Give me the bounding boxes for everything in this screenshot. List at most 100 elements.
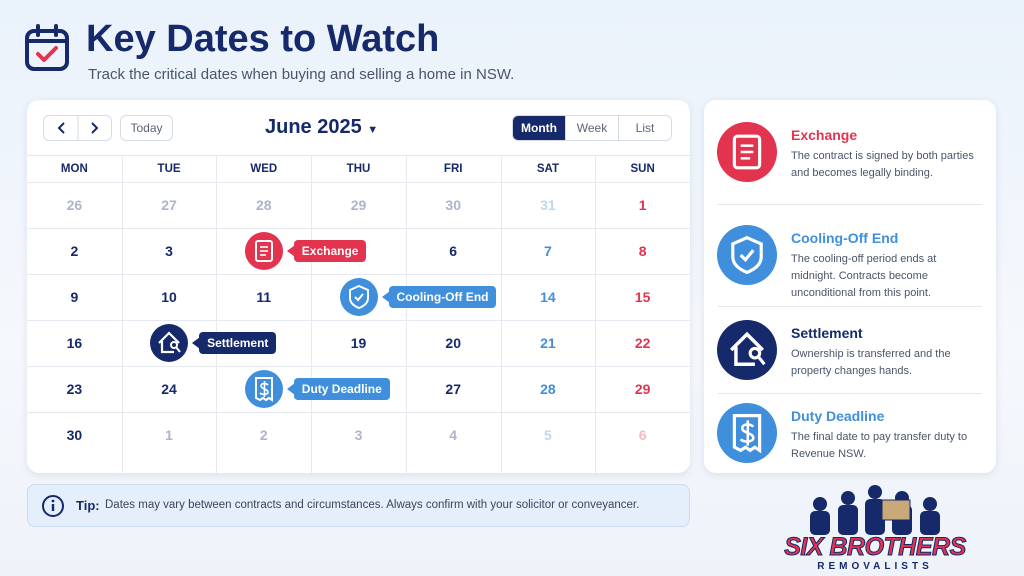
tip-text: Dates may vary between contracts and cir… [105, 499, 640, 511]
column-divider [500, 155, 502, 473]
day-number: 9 [70, 289, 79, 305]
brand-figures [810, 485, 940, 535]
weekday-label: TUE [157, 162, 181, 175]
day-number: 29 [350, 197, 367, 213]
tip-box: Tip: Dates may vary between contracts an… [27, 484, 690, 527]
event-callout[interactable]: Exchange [293, 240, 367, 262]
legend-divider [718, 393, 982, 394]
legend-icon [717, 225, 777, 285]
event-marker[interactable] [244, 370, 283, 408]
column-divider [405, 155, 407, 473]
day-number: 1 [165, 427, 173, 443]
day-number: 3 [165, 243, 173, 259]
legend-icon [717, 403, 777, 463]
view-option[interactable]: List [618, 116, 671, 140]
day-number: 6 [638, 427, 647, 443]
day-number: 27 [161, 197, 177, 213]
day-number: 26 [66, 197, 83, 213]
column-divider [216, 155, 218, 473]
weekday-label: MON [60, 162, 88, 175]
day-number: 28 [255, 197, 272, 213]
legend-icon [717, 319, 777, 380]
event-marker[interactable] [244, 232, 283, 270]
row-divider [27, 366, 690, 367]
legend-description: The cooling-off period ends at midnight.… [791, 253, 937, 299]
column-divider [595, 155, 597, 473]
day-number: 29 [634, 381, 651, 397]
legend-divider [718, 306, 982, 307]
brand-logo: SIX BROTHERS REMOVALISTS [770, 478, 980, 573]
day-number: 3 [354, 427, 363, 443]
tip-label: Tip: [76, 498, 100, 513]
month-label: June 2025 [265, 116, 362, 138]
brand-name: SIX BROTHERS [784, 533, 967, 562]
event-icon [244, 232, 283, 270]
day-number: 2 [259, 427, 268, 443]
legend-title: Settlement [791, 324, 863, 341]
event-icon [717, 319, 777, 380]
day-number: 11 [256, 289, 272, 305]
day-number: 8 [638, 243, 647, 259]
brand-tagline: REMOVALISTS [817, 561, 933, 572]
day-number: 20 [445, 335, 461, 351]
view-option[interactable]: Week [565, 116, 618, 140]
legend-icon [717, 122, 777, 182]
nav-arrows[interactable] [44, 115, 111, 141]
legend-title: Cooling-Off End [791, 230, 899, 246]
day-number: 27 [445, 381, 461, 397]
day-number: 15 [634, 289, 651, 305]
day-number: 10 [161, 289, 177, 305]
day-number: 4 [449, 427, 458, 443]
event-marker[interactable] [339, 278, 378, 316]
view-switch: Month Week List [512, 115, 672, 141]
callout-pointer [286, 245, 295, 257]
legend-title: Exchange [791, 127, 858, 143]
info-icon [42, 495, 64, 517]
calendar-logo-icon [25, 24, 69, 71]
row-divider [27, 412, 690, 413]
callout-pointer [286, 383, 295, 395]
day-number: 22 [634, 335, 651, 351]
legend-description: The contract is signed by both parties a… [791, 150, 974, 179]
weekday-label: THU [346, 162, 371, 175]
day-number: 1 [638, 197, 647, 213]
day-number: 23 [66, 381, 83, 397]
day-number: 14 [540, 289, 556, 305]
day-number: 5 [544, 427, 552, 443]
day-number: 7 [544, 243, 552, 259]
legend-description: The final date to pay transfer duty to R… [791, 431, 968, 460]
day-number: 28 [540, 381, 556, 397]
event-icon [717, 225, 777, 285]
view-option[interactable]: Month [513, 116, 565, 140]
weekday-label: FRI [443, 162, 463, 175]
day-number: 2 [70, 243, 79, 259]
event-icon [717, 122, 777, 182]
callout-pointer [381, 291, 390, 303]
day-number: 21 [540, 335, 556, 351]
event-icon [244, 370, 283, 408]
day-number: 30 [445, 197, 461, 213]
row-divider [27, 182, 690, 183]
column-divider [121, 155, 123, 473]
page-subtitle: Track the critical dates when buying and… [88, 66, 515, 83]
page-title: Key Dates to Watch [86, 18, 440, 60]
event-callout[interactable]: Cooling-Off End [388, 286, 497, 308]
today-button[interactable]: Today [120, 115, 173, 141]
day-number: 19 [350, 335, 367, 351]
event-callout[interactable]: Duty Deadline [293, 378, 390, 400]
legend-card: Exchange The contract is signed by both p… [704, 100, 996, 473]
day-number: 16 [66, 335, 83, 351]
calendar-card: Today June 2025 ▼ Month Week List MON TUE WE… [27, 100, 690, 473]
toolbar-divider [27, 155, 690, 156]
event-callout[interactable]: Settlement [199, 332, 277, 354]
event-marker[interactable] [150, 324, 189, 362]
day-number: 24 [161, 381, 177, 397]
event-icon [150, 324, 189, 362]
event-icon [339, 278, 378, 316]
month-title[interactable]: June 2025 ▼ [265, 116, 379, 138]
callout-pointer [192, 337, 201, 349]
weekday-label: WED [250, 162, 278, 175]
row-divider [27, 274, 690, 275]
row-divider [27, 228, 690, 229]
